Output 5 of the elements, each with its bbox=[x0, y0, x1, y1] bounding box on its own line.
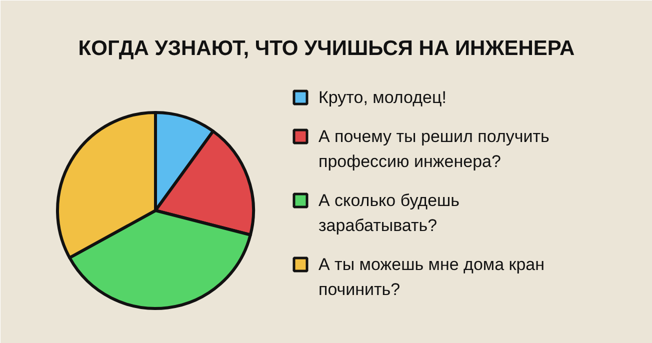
legend-label: А сколько будешь зарабатывать? bbox=[318, 191, 460, 235]
legend-label: А ты можешь мне дома кран починить? bbox=[318, 255, 545, 299]
legend-label: А почему ты решил получить профессию инженера? bbox=[318, 127, 550, 171]
legend-label: Круто, молодец! bbox=[318, 88, 446, 107]
chart-title: КОГДА УЗНАЮТ, ЧТО УЧИШЬСЯ НА ИНЖЕНЕРА bbox=[78, 37, 575, 60]
